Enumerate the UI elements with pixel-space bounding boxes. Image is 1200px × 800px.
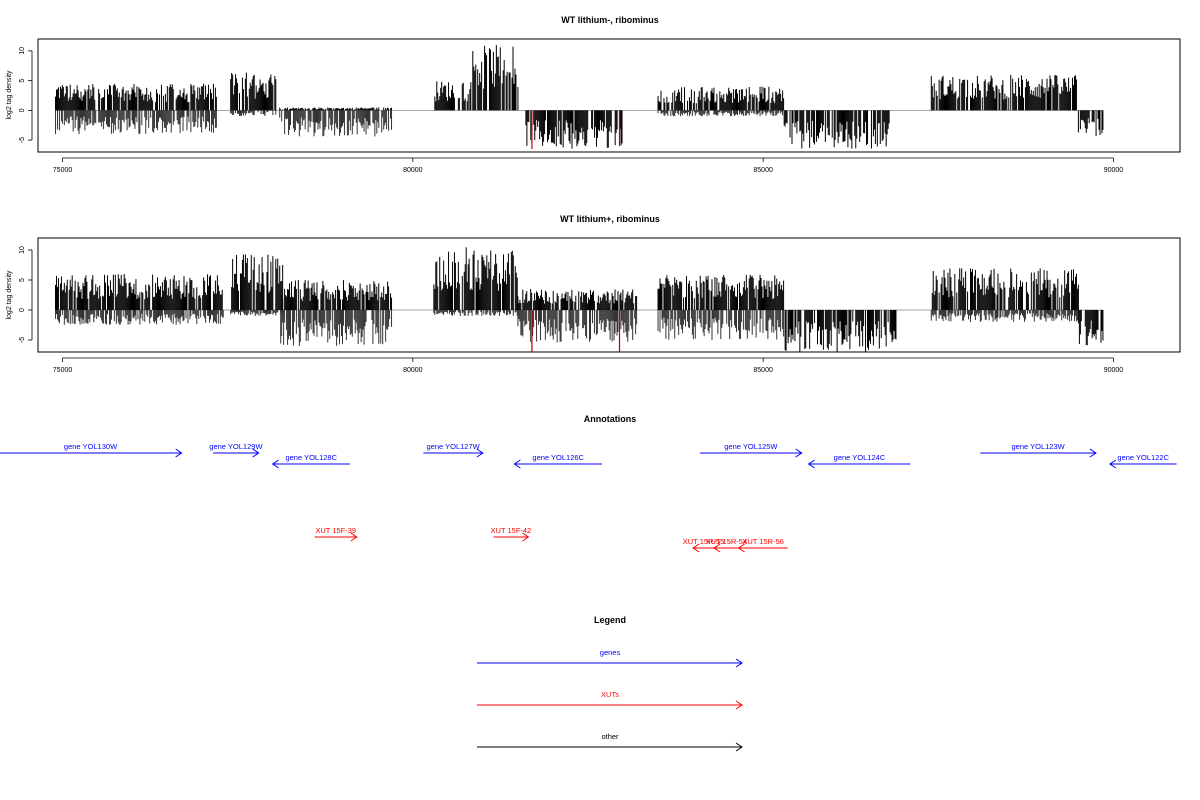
x-tick-label: 80000 (403, 367, 423, 374)
feature-label: gene YOL124C (834, 453, 886, 462)
feature-label: XUT 15F-39 (315, 526, 356, 535)
xut-arrow: XUT 15F-39 (314, 526, 358, 542)
legend-title: Legend (594, 615, 626, 625)
feature-label: gene YOL128C (285, 453, 337, 462)
arrow-head (735, 658, 743, 668)
feature-label: gene YOL129W (209, 442, 263, 451)
feature-label: XUT 15R-56 (742, 537, 784, 546)
arrow-head (795, 448, 803, 458)
feature-label: gene YOL127W (426, 442, 480, 451)
legend-panel: Legend genes XUTs other (477, 615, 743, 752)
x-axis: 75000 80000 85000 90000 (53, 357, 1124, 374)
feature-label: gene YOL122C (1117, 453, 1169, 462)
feature-label: gene YOL123W (1012, 442, 1066, 451)
gene-arrow: gene YOL125W (700, 442, 803, 458)
y-axis-label: log2 tag density (6, 70, 13, 120)
x-tick-label: 85000 (753, 367, 773, 374)
feature-arrows: gene YOL130W gene YOL129W gene YOL128C gene… (0, 442, 1177, 553)
arrow-head (1089, 448, 1097, 458)
panel-title: WT lithium-, ribominus (561, 15, 659, 25)
gene-arrow: gene YOL124C (807, 453, 911, 469)
y-tick-label: 0 (19, 108, 26, 112)
gene-arrow: gene YOL123W (980, 442, 1097, 458)
arrow-head (713, 543, 721, 553)
y-tick-label: 0 (19, 308, 26, 312)
legend-label: other (601, 732, 619, 741)
x-tick-label: 90000 (1104, 167, 1124, 174)
y-axis: -5 0 5 10 (19, 47, 33, 143)
legend-item-xut: XUTs (477, 690, 743, 710)
xut-arrow: XUT 15R-54 (706, 537, 748, 553)
x-tick-label: 80000 (403, 167, 423, 174)
gene-arrow: gene YOL122C (1109, 453, 1177, 469)
y-tick-label: 5 (19, 79, 26, 83)
arrow-head (807, 459, 815, 469)
panel-title: WT lithium+, ribominus (560, 214, 660, 224)
feature-label: XUT 15R-54 (706, 537, 748, 546)
signal-bars (55, 247, 1104, 352)
plot-frame (37, 237, 1181, 353)
feature-label: gene YOL125W (724, 442, 778, 451)
feature-label: XUT 15R-55 (683, 537, 725, 546)
track-panel-lithium-minus: WT lithium-, ribominus log2 tag density … (6, 15, 1181, 174)
y-tick-label: 10 (19, 246, 26, 254)
legend-label: XUTs (601, 690, 619, 699)
arrow-head (735, 700, 743, 710)
arrow-head (271, 459, 279, 469)
feature-label: XUT 15F-42 (491, 526, 532, 535)
legend-label: genes (600, 648, 621, 657)
arrow-head (476, 448, 484, 458)
gene-arrow: gene YOL127W (423, 442, 484, 458)
xut-arrow: XUT 15R-56 (737, 537, 788, 553)
arrow-head (1109, 459, 1117, 469)
y-tick-label: -5 (19, 137, 26, 143)
xut-arrow: XUT 15R-55 (683, 537, 725, 553)
y-tick-label: -5 (19, 337, 26, 343)
gene-arrow: gene YOL130W (0, 442, 183, 458)
gene-arrow: gene YOL128C (271, 453, 350, 469)
arrow-head (513, 459, 521, 469)
feature-label: gene YOL126C (532, 453, 584, 462)
x-tick-label: 75000 (53, 367, 73, 374)
x-tick-label: 90000 (1104, 367, 1124, 374)
y-tick-label: 5 (19, 278, 26, 282)
legend-item-gene: genes (477, 648, 743, 668)
arrow-head (692, 543, 700, 553)
arrow-head (522, 532, 530, 542)
gene-arrow: gene YOL129W (209, 442, 263, 458)
arrow-head (175, 448, 183, 458)
x-tick-label: 85000 (753, 167, 773, 174)
gene-arrow: gene YOL126C (513, 453, 602, 469)
legend-item-other: other (477, 732, 743, 752)
feature-label: gene YOL130W (64, 442, 118, 451)
x-axis: 75000 80000 85000 90000 (53, 157, 1124, 174)
arrow-head (737, 543, 745, 553)
x-tick-label: 75000 (53, 167, 73, 174)
plot-frame (37, 38, 1181, 153)
annotations-title: Annotations (584, 414, 637, 424)
y-axis-label: log2 tag density (6, 270, 13, 320)
track-panel-lithium-plus: WT lithium+, ribominus log2 tag density … (6, 214, 1181, 374)
annotations-panel: Annotations gene YOL130W gene YOL129Wgene… (0, 414, 1177, 553)
arrow-head (252, 448, 260, 458)
xut-arrow: XUT 15F-42 (491, 526, 532, 542)
y-tick-label: 10 (19, 47, 26, 55)
legend-items: genes XUTs other (477, 648, 743, 752)
arrow-head (735, 742, 743, 752)
y-axis: -5 0 5 10 (19, 246, 33, 343)
signal-bars (55, 45, 1104, 150)
arrow-head (350, 532, 358, 542)
